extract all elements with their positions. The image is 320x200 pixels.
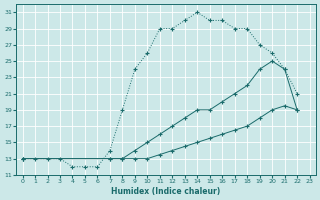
X-axis label: Humidex (Indice chaleur): Humidex (Indice chaleur) xyxy=(111,187,221,196)
